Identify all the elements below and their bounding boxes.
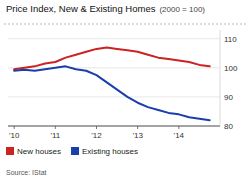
separator bbox=[4, 24, 246, 25]
series-line bbox=[14, 47, 210, 69]
subtitle: (2000 = 100) bbox=[159, 5, 205, 14]
x-axis-line bbox=[8, 126, 220, 127]
grid-line bbox=[8, 67, 220, 68]
y-tick-label: 80 bbox=[224, 122, 233, 131]
grid-line bbox=[8, 126, 220, 127]
y-tick-label: 100 bbox=[224, 64, 238, 73]
title: Price Index, New & Existing Homes bbox=[6, 3, 156, 14]
y-tick-label: 90 bbox=[224, 93, 233, 102]
x-tick bbox=[96, 126, 97, 129]
grid-line bbox=[8, 38, 220, 39]
lines bbox=[14, 47, 210, 120]
source: Source: IStat bbox=[6, 169, 47, 176]
x-tick bbox=[178, 126, 179, 129]
legend-label: New houses bbox=[17, 147, 61, 156]
x-tick-label: '12 bbox=[91, 131, 102, 140]
x-tick bbox=[55, 126, 56, 129]
x-tick-label: '14 bbox=[174, 131, 185, 140]
grid-line bbox=[8, 96, 220, 97]
legend-swatch bbox=[71, 147, 79, 155]
series-line bbox=[14, 66, 210, 120]
legend-swatch bbox=[6, 147, 14, 155]
y-axis-line bbox=[220, 30, 221, 126]
x-tick-label: '13 bbox=[132, 131, 143, 140]
x-tick-label: '10 bbox=[9, 131, 20, 140]
y-tick-label: 110 bbox=[224, 35, 237, 44]
x-tick bbox=[14, 126, 15, 129]
legend-label: Existing houses bbox=[82, 147, 138, 156]
x-tick bbox=[137, 126, 138, 129]
x-tick-label: '11 bbox=[50, 131, 60, 140]
